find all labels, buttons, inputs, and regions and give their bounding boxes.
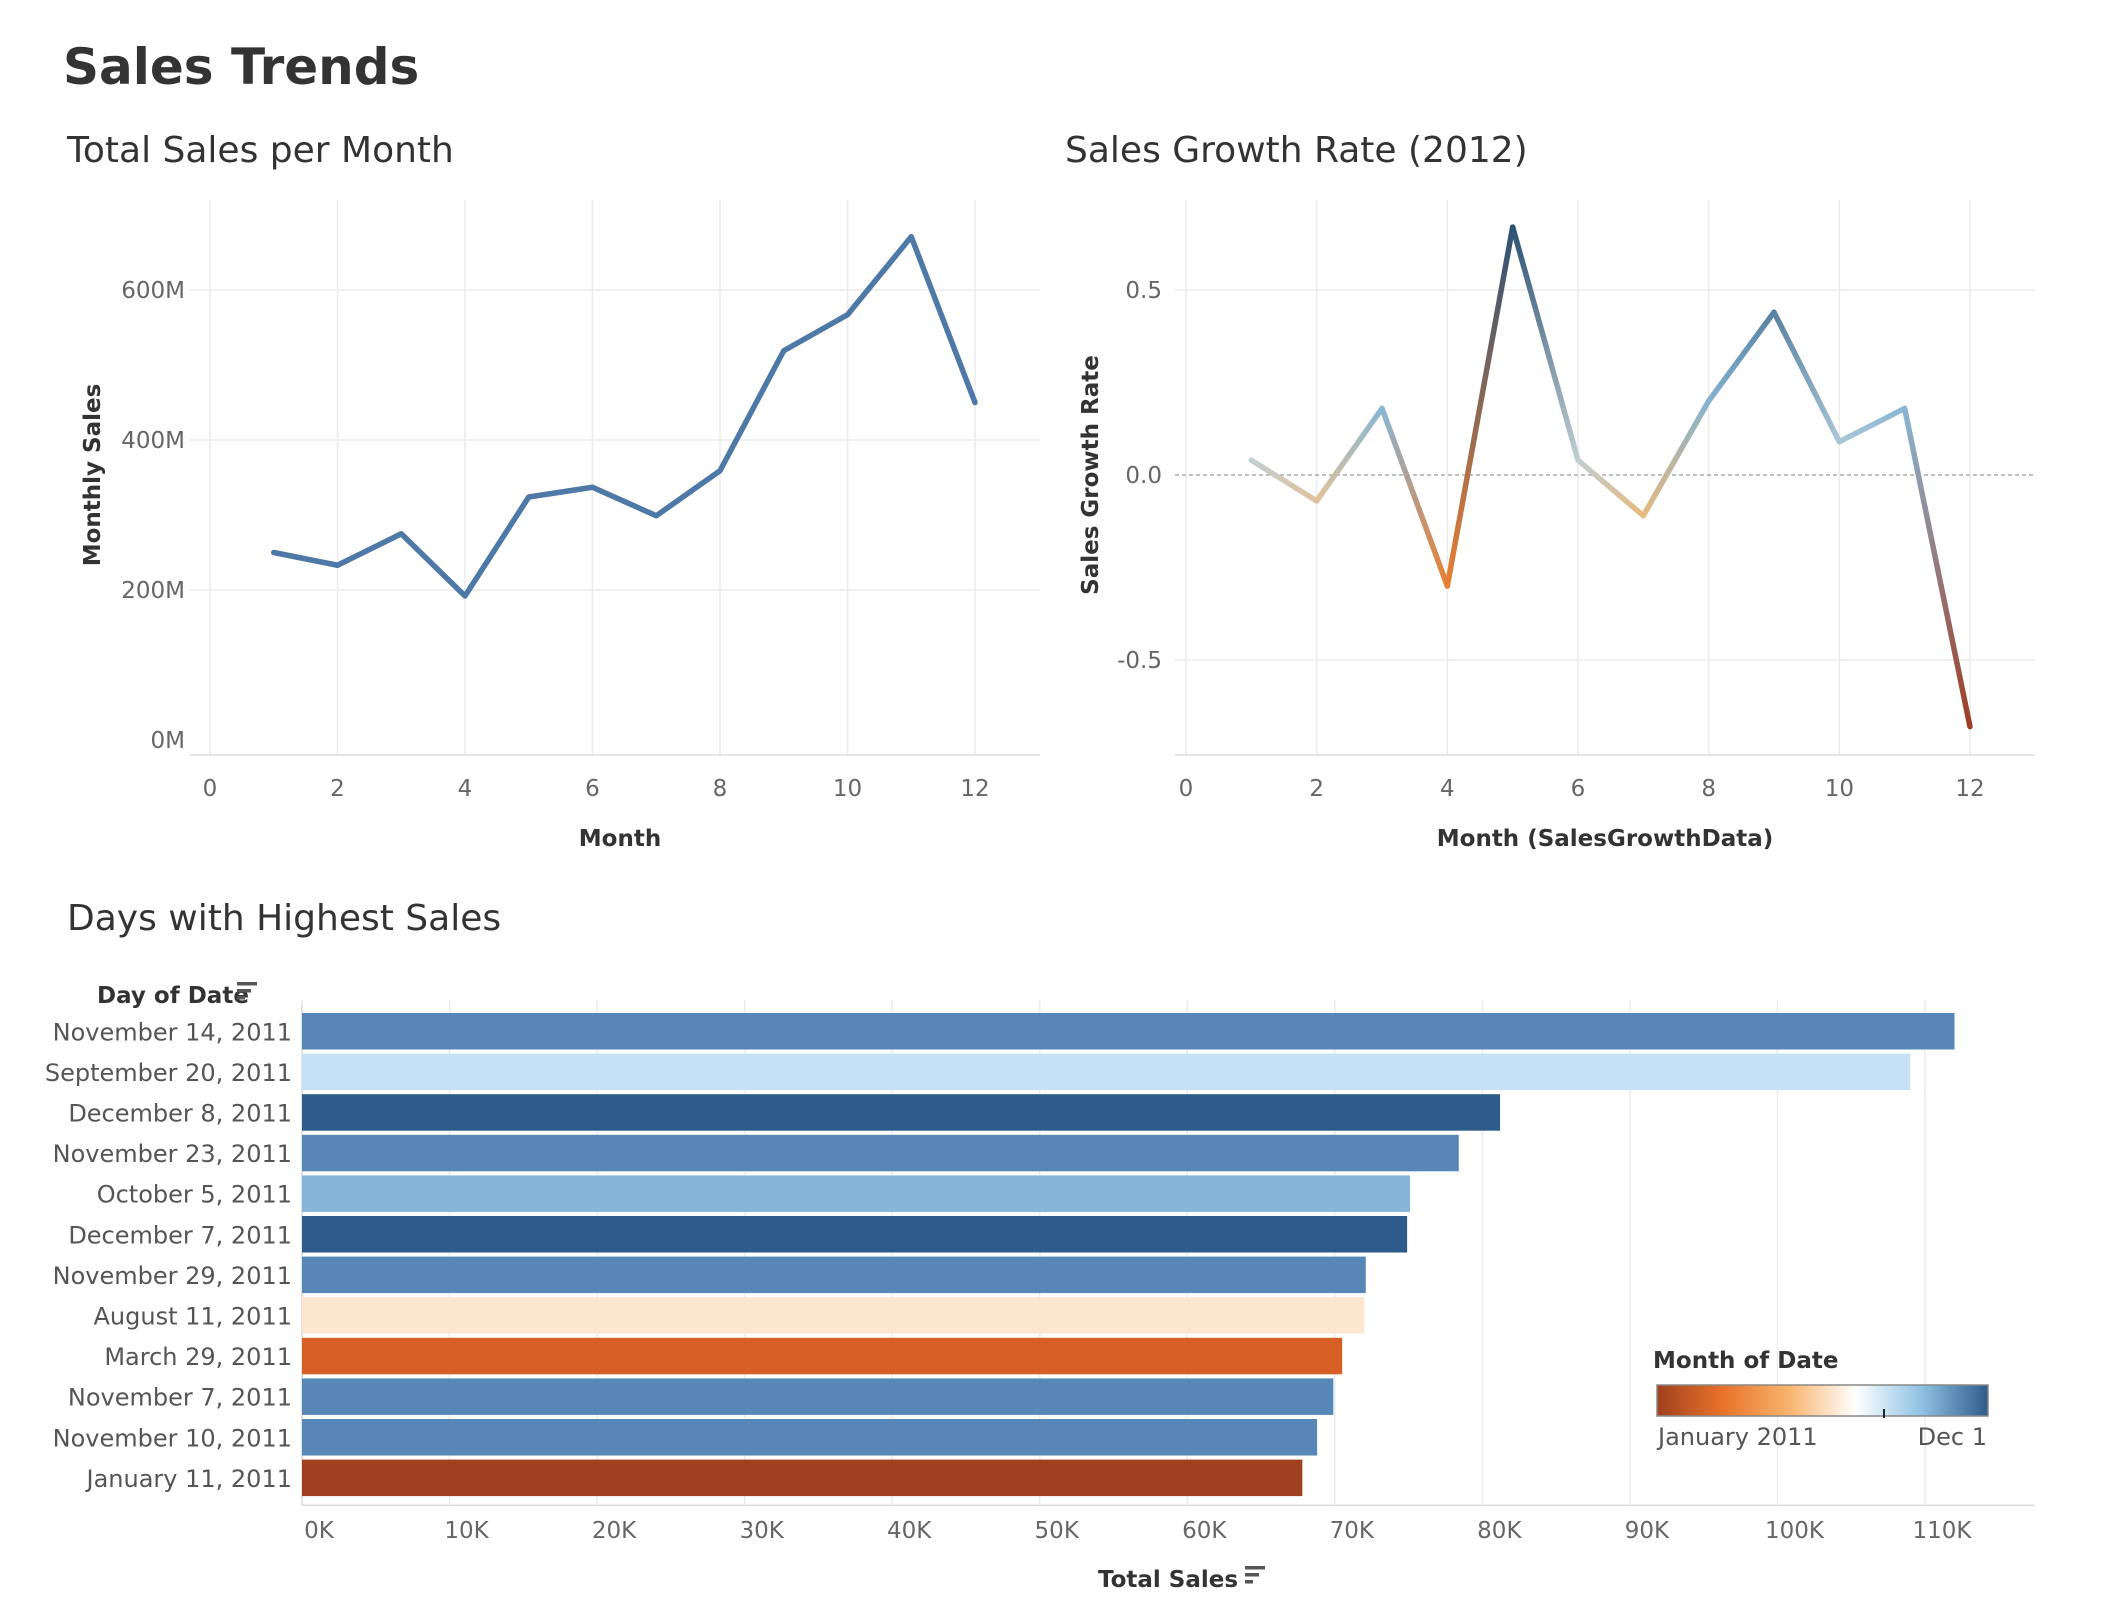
sales-bar[interactable] <box>302 1216 1407 1253</box>
x-tick-label: 2 <box>330 776 345 802</box>
growth-rate-segment[interactable] <box>1839 408 1904 441</box>
x-tick-label: 4 <box>1440 776 1455 802</box>
x-tick-label: 0 <box>203 776 218 802</box>
growth-rate-segment[interactable] <box>1317 408 1382 501</box>
x-tick-label: 12 <box>960 776 989 802</box>
y-axis-title: Sales Growth Rate <box>1078 355 1104 595</box>
sales-bar[interactable] <box>302 1135 1459 1172</box>
growth-rate-segment[interactable] <box>1382 408 1447 586</box>
sales-bar[interactable] <box>302 1297 1364 1334</box>
y-tick-label: 600M <box>121 278 185 304</box>
legend-title: Month of Date <box>1653 1348 1838 1374</box>
sales-bar[interactable] <box>302 1257 1366 1294</box>
growth-rate-segment[interactable] <box>1709 312 1774 401</box>
x-axis-title: Month <box>579 826 661 852</box>
category-label: December 7, 2011 <box>68 1221 292 1249</box>
x-tick-label: 20K <box>592 1518 637 1544</box>
y-tick-label: 400M <box>121 428 185 454</box>
total-sales-line-chart: 0 2 4 6 8 10 12 0M 200M 400M 600M Month Monthly Sale… <box>80 200 1040 852</box>
x-tick-label: 0 <box>1179 776 1194 802</box>
row-header-day-of-date: Day of Date <box>97 983 249 1009</box>
x-tick-label: 70K <box>1330 1518 1375 1544</box>
x-tick-label: 50K <box>1035 1518 1080 1544</box>
category-label: November 29, 2011 <box>53 1262 292 1290</box>
sales-bar[interactable] <box>302 1378 1333 1415</box>
category-label: November 10, 2011 <box>53 1424 292 1452</box>
x-tick-label: 110K <box>1913 1518 1973 1544</box>
x-tick-label: 40K <box>887 1518 932 1544</box>
legend-gradient-bar <box>1657 1385 1988 1416</box>
x-tick-label: 0K <box>304 1518 335 1544</box>
category-label: January 11, 2011 <box>85 1465 293 1493</box>
sales-bar[interactable] <box>302 1094 1500 1131</box>
x-tick-label: 10 <box>1825 776 1854 802</box>
x-tick-label: 4 <box>458 776 473 802</box>
y-tick-label: 0.0 <box>1125 463 1162 489</box>
x-tick-label: 100K <box>1765 1518 1825 1544</box>
sales-bar[interactable] <box>302 1460 1302 1497</box>
x-tick-label: 8 <box>1701 776 1716 802</box>
color-legend: Month of Date January 2011 Dec 1 <box>1653 1348 1988 1451</box>
x-tick-label: 10K <box>444 1518 489 1544</box>
growth-rate-segment[interactable] <box>1578 460 1643 516</box>
legend-min-label: January 2011 <box>1656 1423 1818 1451</box>
sales-bar[interactable] <box>302 1419 1317 1456</box>
y-tick-label: 0M <box>151 728 185 754</box>
category-label: November 14, 2011 <box>53 1018 292 1046</box>
sales-bar[interactable] <box>302 1175 1410 1212</box>
category-label: August 11, 2011 <box>94 1302 293 1330</box>
sales-bar[interactable] <box>302 1054 1910 1091</box>
category-label: September 20, 2011 <box>45 1059 292 1087</box>
x-axis-title: Month (SalesGrowthData) <box>1437 826 1774 852</box>
growth-rate-segment[interactable] <box>1643 401 1708 516</box>
x-tick-label: 30K <box>739 1518 784 1544</box>
x-tick-label: 12 <box>1955 776 1984 802</box>
x-tick-label: 60K <box>1182 1518 1227 1544</box>
category-label: October 5, 2011 <box>97 1181 292 1209</box>
growth-rate-segment[interactable] <box>1447 227 1512 586</box>
category-label: November 23, 2011 <box>53 1140 292 1168</box>
highest-sales-bar-chart: 0K 10K 20K 30K 40K 50K 60K 70K 80K 90K 100K 110K Day… <box>45 983 2035 1593</box>
x-tick-label: 90K <box>1625 1518 1670 1544</box>
legend-max-label: Dec 1 <box>1918 1423 1987 1451</box>
y-axis-title: Monthly Sales <box>80 384 106 567</box>
x-tick-label: 80K <box>1477 1518 1522 1544</box>
x-tick-label: 2 <box>1309 776 1324 802</box>
x-tick-label: 6 <box>585 776 600 802</box>
x-tick-label: 8 <box>713 776 728 802</box>
category-label: March 29, 2011 <box>104 1343 292 1371</box>
y-tick-label: 0.5 <box>1125 278 1162 304</box>
x-axis-title: Total Sales <box>1098 1567 1238 1593</box>
x-tick-label: 6 <box>1571 776 1586 802</box>
category-label: December 8, 2011 <box>68 1099 292 1127</box>
category-label: November 7, 2011 <box>68 1384 292 1412</box>
sales-bar[interactable] <box>302 1013 1955 1050</box>
growth-rate-segment[interactable] <box>1251 460 1316 501</box>
sort-total-sales-icon[interactable] <box>1245 1566 1265 1584</box>
sales-bar[interactable] <box>302 1338 1342 1375</box>
growth-rate-segment[interactable] <box>1905 408 1970 726</box>
growth-rate-line-chart: 0 2 4 6 8 10 12 -0.5 0.0 0.5 Month (SalesGrowthDat… <box>1078 200 2035 852</box>
y-tick-label: -0.5 <box>1117 648 1162 674</box>
x-tick-label: 10 <box>833 776 862 802</box>
growth-rate-segment[interactable] <box>1513 227 1578 460</box>
growth-rate-segment[interactable] <box>1774 312 1839 442</box>
y-tick-label: 200M <box>121 578 185 604</box>
